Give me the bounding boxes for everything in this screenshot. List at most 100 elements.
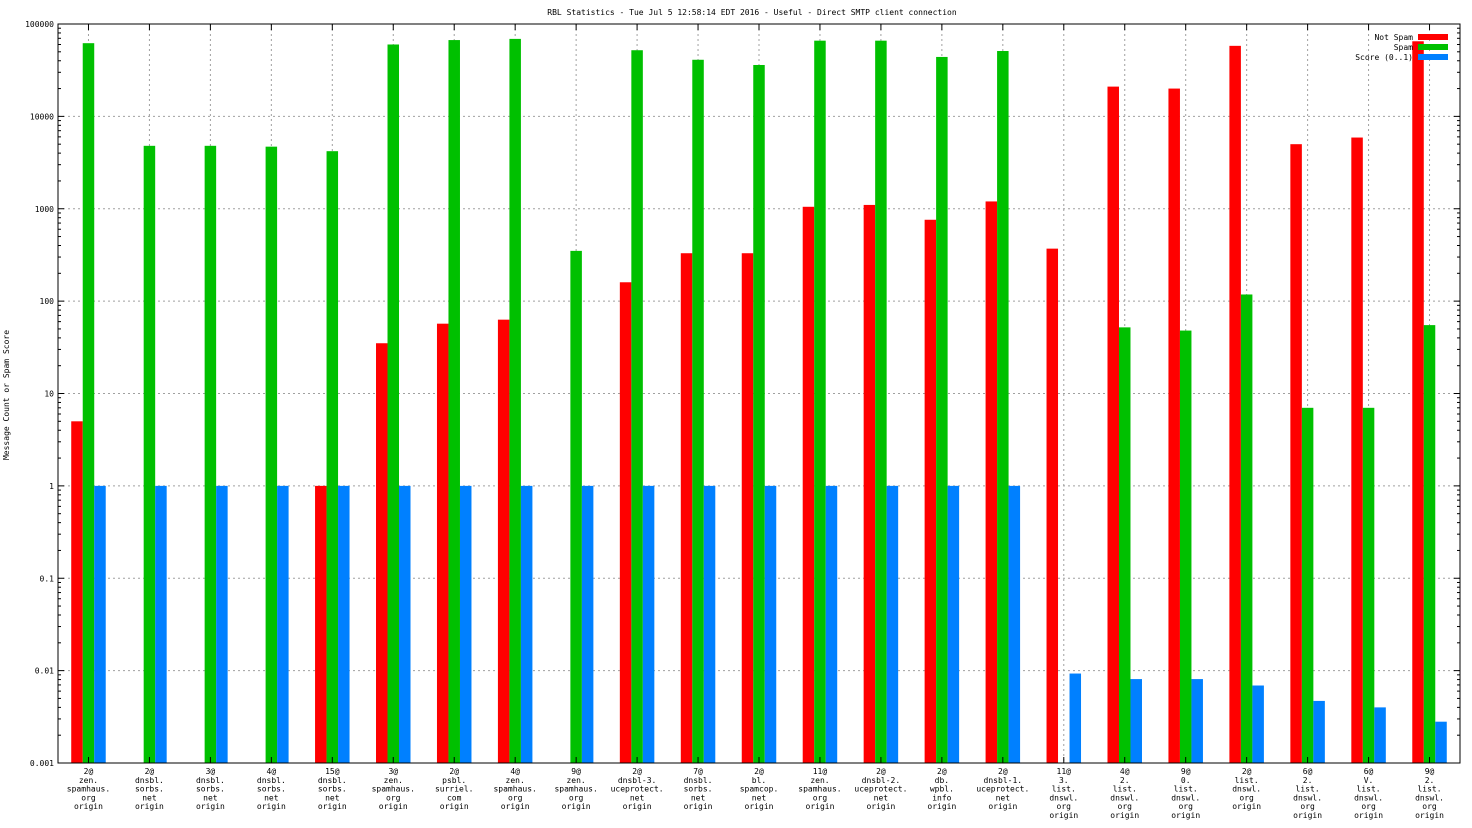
- bar-not-spam: [1046, 248, 1059, 763]
- x-tick-label-line: org: [813, 793, 828, 802]
- bar-score: [703, 485, 716, 764]
- x-tick-label-line: 2@: [632, 767, 642, 776]
- x-tick-label-line: origin: [257, 802, 286, 811]
- x-tick-label-line: zen.: [384, 776, 403, 785]
- x-tick-label-line: 6@: [1364, 767, 1374, 776]
- bar-spam: [143, 145, 156, 763]
- bar-spam: [997, 51, 1009, 763]
- x-tick-label-line: origin: [866, 802, 895, 811]
- bar-not-spam: [1168, 88, 1180, 763]
- x-tick-label-line: 15@: [325, 767, 340, 776]
- chart-title: RBL Statistics - Tue Jul 5 12:58:14 EDT …: [547, 8, 957, 17]
- x-tick-label: 9@ 0. list. dnswl. org origin: [1171, 767, 1200, 820]
- bar-score: [94, 485, 106, 764]
- x-tick-label-line: list.: [1235, 776, 1259, 785]
- x-tick-label-line: sorbs.: [135, 785, 164, 794]
- x-tick-label-line: origin: [988, 802, 1017, 811]
- x-tick-label-line: psbl.: [442, 776, 466, 785]
- x-tick-label-line: net: [996, 793, 1011, 802]
- x-tick-label: 11@ zen. spamhaus. org origin: [798, 767, 841, 811]
- bar-score: [520, 485, 533, 764]
- x-tick-label-line: dnsbl-2.: [862, 776, 901, 785]
- x-tick-label-line: 2.: [1425, 776, 1435, 785]
- y-axis-label: Message Count or Spam Score: [2, 330, 11, 460]
- x-tick-label: 4@ zen. spamhaus. org origin: [493, 767, 536, 811]
- x-tick-label-line: sorbs.: [257, 785, 286, 794]
- bar-score: [825, 485, 838, 764]
- bar-spam: [936, 56, 948, 763]
- bar-spam: [570, 250, 582, 763]
- x-tick-label-line: dnswl.: [1110, 793, 1139, 802]
- x-tick-label-line: dnswl.: [1232, 785, 1261, 794]
- bar-spam: [1301, 407, 1314, 763]
- legend-label: Spam: [1394, 43, 1413, 52]
- bar-score: [399, 485, 411, 764]
- x-tick-label-line: 11@: [1057, 767, 1072, 776]
- bar-score: [277, 485, 289, 764]
- bar-not-spam: [1351, 137, 1363, 764]
- x-tick-label-line: 11@: [813, 767, 828, 776]
- x-tick-label-line: net: [752, 793, 767, 802]
- x-tick-label-line: 2@: [937, 767, 947, 776]
- bar-spam: [326, 151, 339, 763]
- x-tick-label-line: origin: [318, 802, 347, 811]
- x-tick-label-line: org: [386, 793, 401, 802]
- x-tick-label-line: spamhaus.: [372, 785, 415, 794]
- y-tick-label: 100: [40, 297, 55, 306]
- bar-score: [1435, 721, 1447, 763]
- bar-score: [155, 485, 167, 764]
- x-tick-label-line: origin: [623, 802, 652, 811]
- x-tick-label-line: 4@: [267, 767, 277, 776]
- x-tick-label-line: sorbs.: [684, 785, 713, 794]
- bar-spam: [692, 59, 704, 763]
- bar-score: [1252, 685, 1264, 763]
- x-tick-label: 3@ dnsbl. sorbs. net origin: [196, 767, 225, 811]
- x-tick-label-line: 7@: [693, 767, 703, 776]
- x-tick-label: 2@ dnsbl-2. uceprotect. net origin: [854, 767, 907, 811]
- bar-score: [216, 485, 228, 764]
- bar-not-spam: [802, 206, 815, 764]
- x-tick-label-line: origin: [927, 802, 956, 811]
- bar-spam: [204, 145, 217, 763]
- x-tick-label-line: net: [691, 793, 706, 802]
- y-tick-label: 0.001: [30, 759, 54, 768]
- x-tick-label-line: origin: [1110, 811, 1139, 820]
- bar-score: [459, 485, 472, 764]
- x-tick-label: 11@ 3. list. dnswl. org origin: [1049, 767, 1078, 820]
- x-tick-label-line: dnsbl-3.: [618, 776, 657, 785]
- bar-spam: [1240, 294, 1253, 763]
- bar-not-spam: [315, 485, 327, 764]
- x-tick-label-line: zen.: [506, 776, 525, 785]
- bar-spam: [1423, 325, 1436, 763]
- x-tick-label-line: list.: [1113, 785, 1137, 794]
- bar-not-spam: [1107, 86, 1119, 764]
- x-tick-label-line: 2@: [754, 767, 764, 776]
- x-tick-label-line: dnsbl-1.: [984, 776, 1023, 785]
- y-tick-label: 10000: [30, 112, 54, 121]
- x-tick-label-line: dnswl.: [1293, 793, 1322, 802]
- bar-not-spam: [863, 204, 876, 763]
- x-tick-label-line: zen.: [79, 776, 98, 785]
- x-tick-label-line: origin: [1354, 811, 1383, 820]
- x-tick-label-line: org: [1422, 802, 1437, 811]
- x-tick-label: 6@ V. list. dnswl. org origin: [1354, 767, 1383, 820]
- x-tick-label-line: 9@: [571, 767, 581, 776]
- bar-not-spam: [436, 323, 449, 763]
- x-tick-label-line: dnswl.: [1415, 793, 1444, 802]
- x-tick-label: 6@ 2. list. dnswl. org origin: [1293, 767, 1322, 820]
- legend-label: Score (0..1): [1355, 53, 1413, 62]
- x-tick-label: 2@ db. wpbl. info origin: [927, 767, 956, 811]
- x-tick-label-line: spamhaus.: [798, 785, 841, 794]
- x-tick-label-line: list.: [1296, 785, 1320, 794]
- x-tick-label-line: list.: [1174, 785, 1198, 794]
- x-tick-label: 9@ zen. spamhaus. org origin: [554, 767, 597, 811]
- y-tick-label: 0.01: [35, 667, 54, 676]
- x-tick-label-line: org: [569, 793, 584, 802]
- y-tick-label: 1: [49, 482, 54, 491]
- x-tick-label-line: org: [1178, 802, 1193, 811]
- x-tick-label-line: 6@: [1303, 767, 1313, 776]
- bar-score: [642, 485, 655, 764]
- x-tick-label: 2@ dnsbl-3. uceprotect. net origin: [611, 767, 664, 811]
